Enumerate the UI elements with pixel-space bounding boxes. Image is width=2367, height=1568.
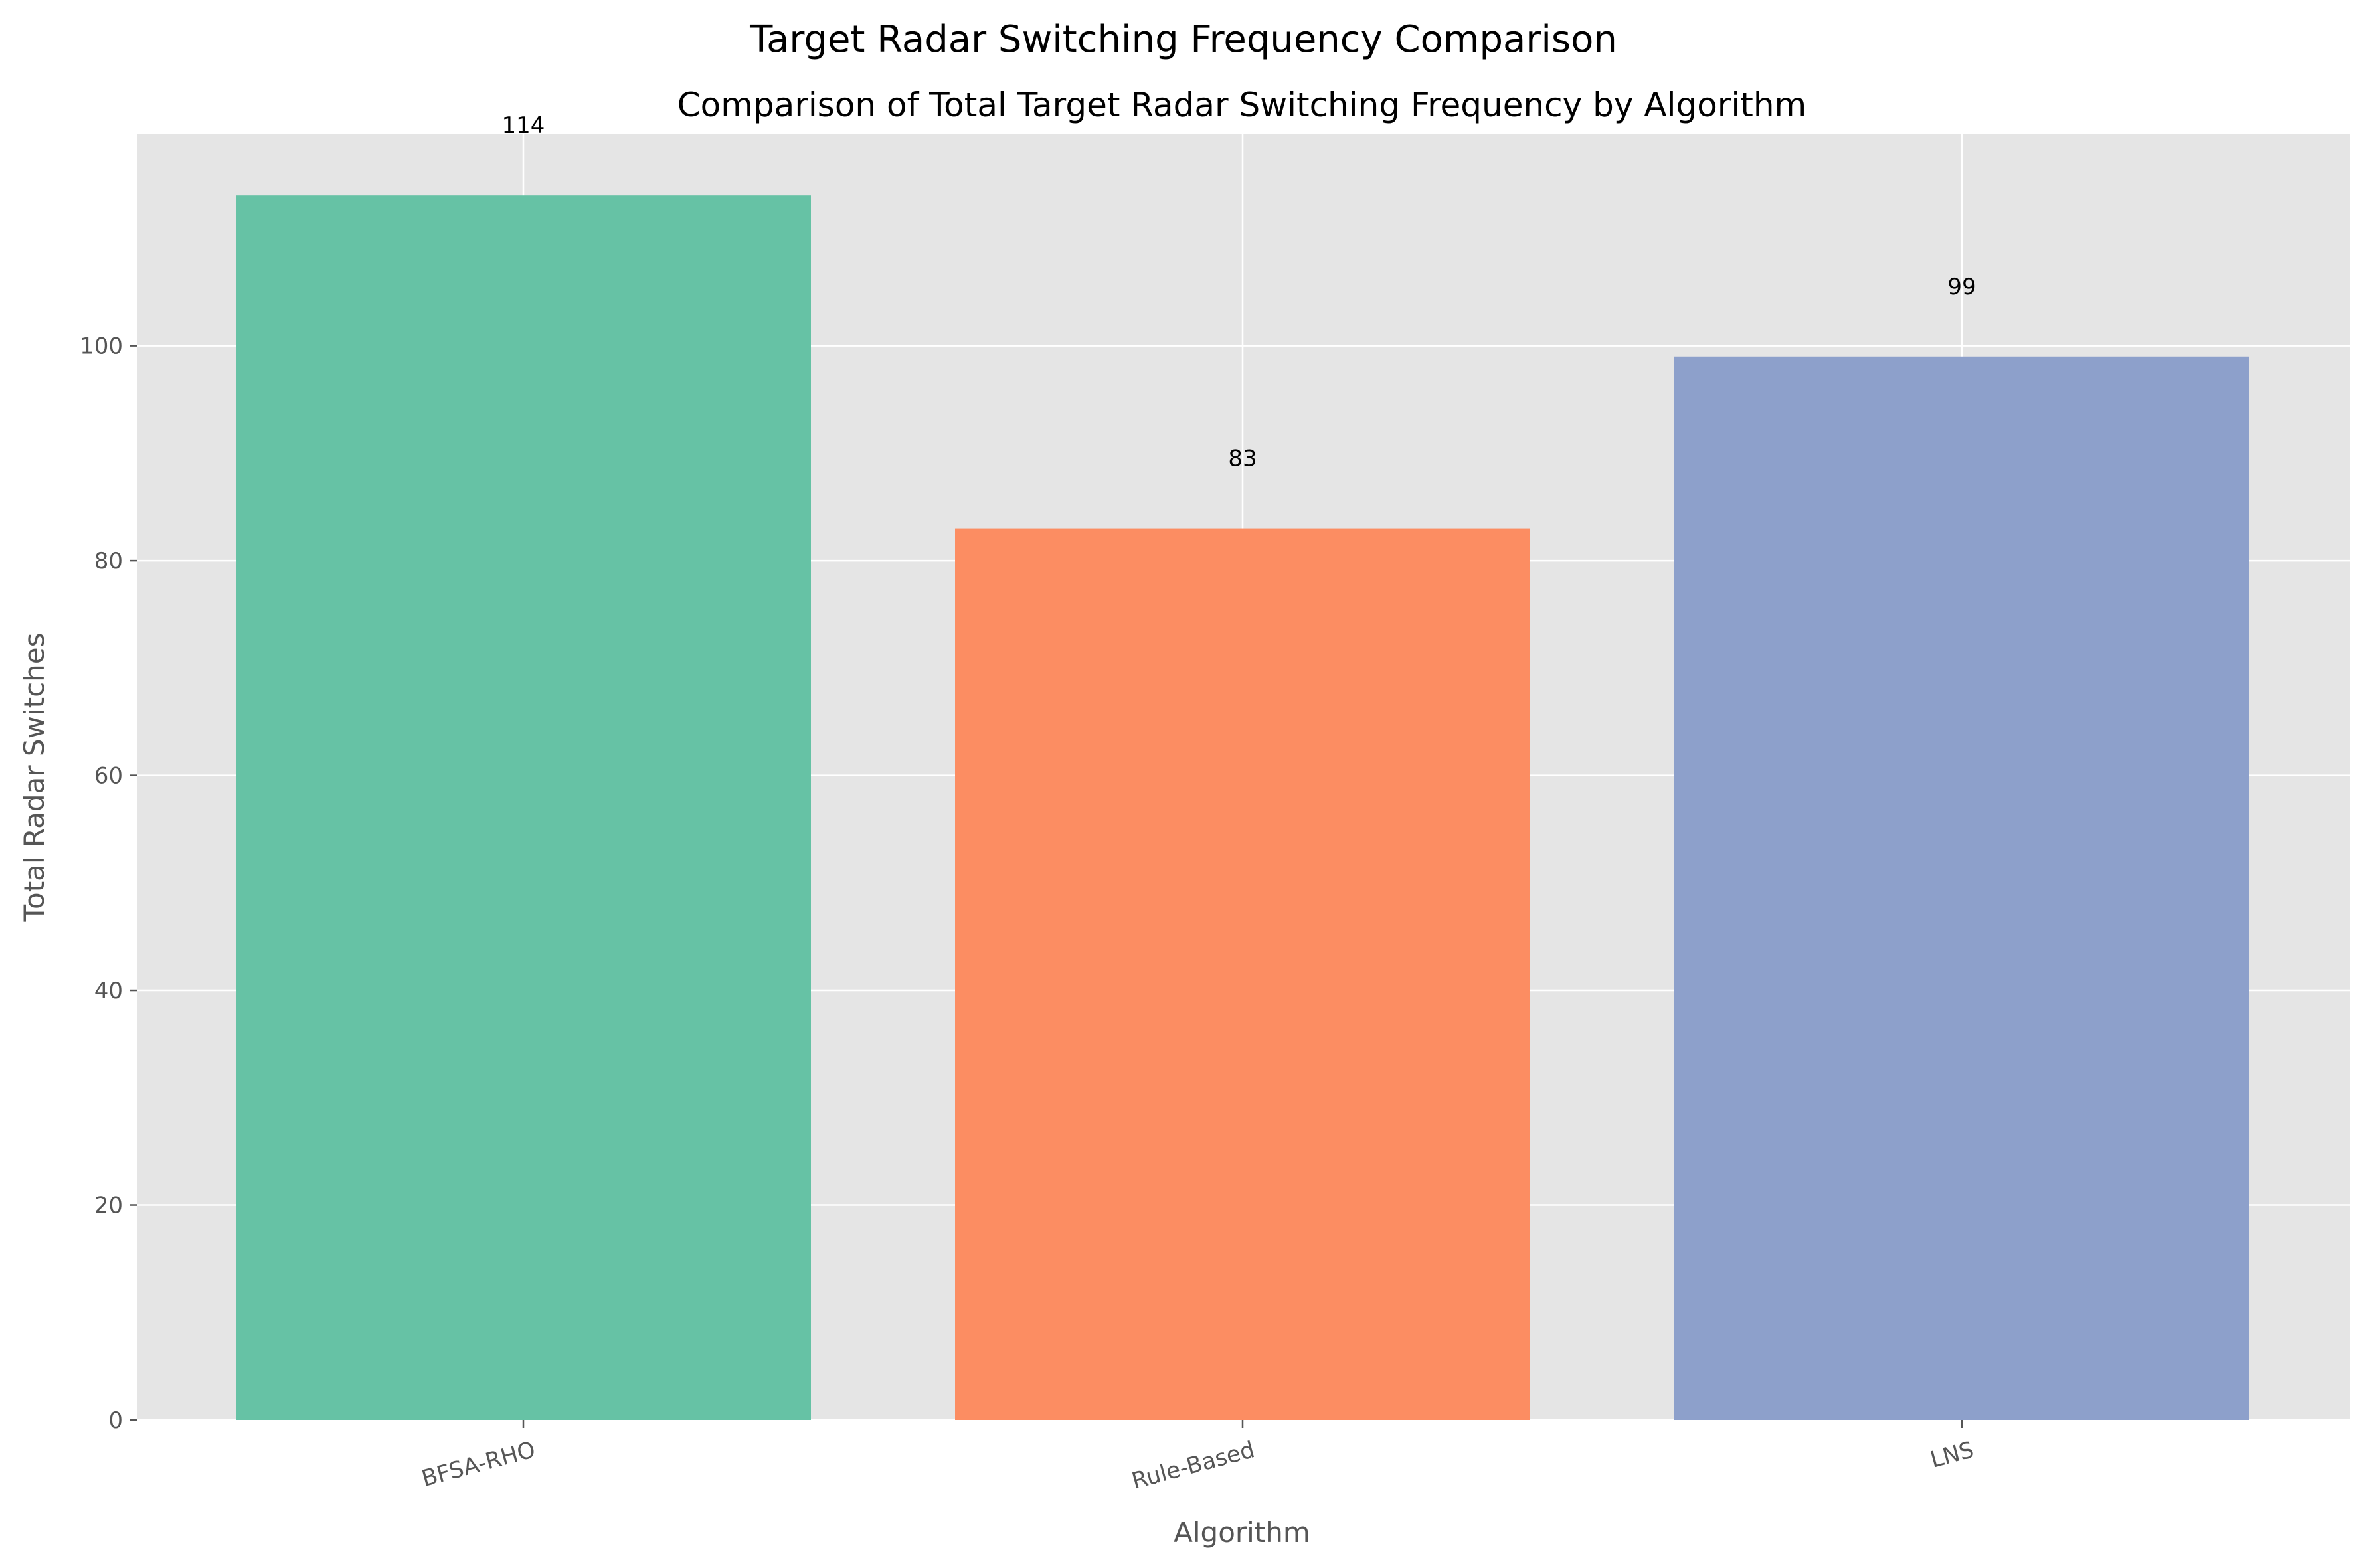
data-labels: 114 83 99	[502, 112, 1976, 472]
y-tick-label: 100	[80, 333, 123, 360]
x-tick-label: BFSA-RHO	[419, 1437, 539, 1492]
y-tick-label: 60	[94, 763, 123, 790]
y-tick-label: 40	[94, 978, 123, 1004]
x-tick-label: Rule-Based	[1129, 1437, 1257, 1495]
y-tick-label: 20	[94, 1193, 123, 1219]
x-axis-label: Algorithm	[1174, 1516, 1310, 1549]
bar-value-label: 83	[1228, 446, 1257, 472]
bars	[236, 195, 2249, 1421]
chart-subtitle: Comparison of Total Target Radar Switchi…	[677, 86, 1807, 124]
chart-title: Target Radar Switching Frequency Compari…	[749, 18, 1617, 61]
x-tick-label: LNS	[1927, 1437, 1976, 1474]
y-tick-label: 0	[108, 1407, 123, 1434]
y-axis-label: Total Radar Switches	[18, 632, 50, 922]
x-axis-ticks: BFSA-RHO Rule-Based LNS	[419, 1420, 1976, 1495]
bar-lns	[1674, 356, 2249, 1420]
y-axis-ticks: 0 20 40 60 80 100	[80, 333, 137, 1434]
bar-value-label: 99	[1947, 274, 1976, 300]
bar-rule-based	[955, 528, 1530, 1420]
y-tick-label: 80	[94, 548, 123, 574]
bar-bfsa-rho	[236, 195, 811, 1421]
bar-value-label: 114	[502, 112, 545, 139]
